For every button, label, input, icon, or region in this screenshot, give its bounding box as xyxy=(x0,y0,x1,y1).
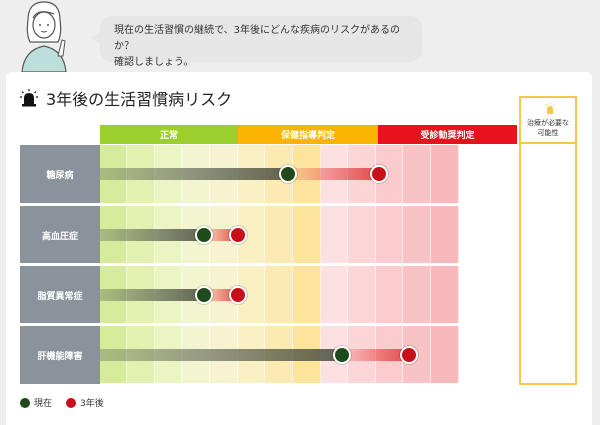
current-bar xyxy=(100,168,288,180)
risk-row-label: 高血圧症 xyxy=(20,206,100,264)
current-marker xyxy=(195,286,214,304)
panel-title: 3年後の生活習慣病リスク xyxy=(20,86,232,110)
current-marker xyxy=(278,165,297,183)
current-bar xyxy=(100,349,342,361)
risk-row-label: 脂質異常症 xyxy=(20,266,100,324)
row-divider xyxy=(20,263,517,266)
side-label-1: 治療が必要な xyxy=(527,119,569,127)
legend-future-dot xyxy=(66,397,77,408)
row-divider xyxy=(20,203,517,206)
future-marker xyxy=(228,226,247,244)
panel-title-text: 3年後の生活習慣病リスク xyxy=(46,90,233,109)
zone-header-exam: 受診勧奨判定 xyxy=(378,125,517,144)
avatar xyxy=(14,0,70,73)
siren-icon xyxy=(20,89,38,107)
future-marker xyxy=(399,346,418,364)
current-bar xyxy=(100,229,205,241)
current-marker xyxy=(332,346,351,364)
current-marker xyxy=(195,226,214,244)
future-marker xyxy=(228,286,247,304)
woman-illustration-icon xyxy=(21,1,67,73)
legend-current-label: 現在 xyxy=(34,399,53,409)
legend-future-label: 3年後 xyxy=(80,399,104,409)
future-bar xyxy=(287,168,380,180)
future-bar xyxy=(341,349,409,361)
speech-bubble: 現在の生活習慣の継続で、3年後にどんな疾病のリスクがあるのか？ 確認しましょう。 xyxy=(90,16,422,68)
zone-header-guidance: 保健指導判定 xyxy=(238,125,378,144)
message-line-2: 確認しましょう。 xyxy=(114,57,194,68)
siren-small-icon xyxy=(545,103,555,114)
treatment-needed-header: 治療が必要な 可能性 xyxy=(519,96,577,144)
current-bar xyxy=(100,289,205,301)
zone-header-normal: 正常 xyxy=(100,125,238,144)
side-label-2: 可能性 xyxy=(537,129,559,137)
future-marker xyxy=(370,165,389,183)
risk-row-label: 糖尿病 xyxy=(20,145,100,203)
legend: 現在 3年後 xyxy=(20,396,104,409)
treatment-needed-column xyxy=(519,144,577,385)
message-line-1: 現在の生活習慣の継続で、3年後にどんな疾病のリスクがあるのか？ xyxy=(114,25,400,52)
legend-current-dot xyxy=(20,397,30,408)
row-divider xyxy=(20,323,517,326)
risk-row-label: 肝機能障害 xyxy=(20,326,100,384)
